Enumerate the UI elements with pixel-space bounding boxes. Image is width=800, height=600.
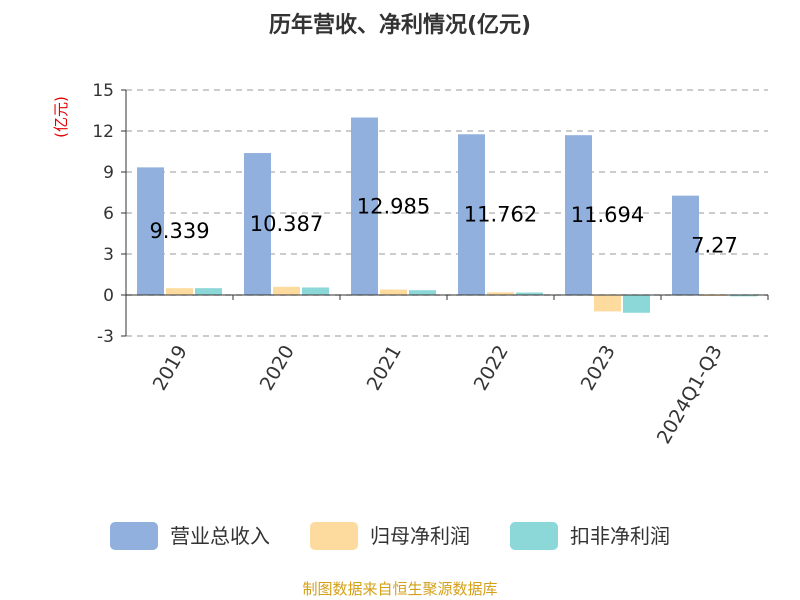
bar-net_profit — [594, 295, 621, 312]
data-label: 7.27 — [691, 233, 738, 257]
y-tick-label: -3 — [97, 327, 114, 347]
data-label: 12.985 — [357, 194, 430, 218]
legend-swatch-deducted_profit — [510, 522, 558, 550]
bar-net_profit — [166, 288, 193, 295]
legend-label-deducted_profit: 扣非净利润 — [570, 524, 670, 548]
x-tick-label: 2022 — [470, 342, 513, 395]
y-tick-label: 6 — [103, 204, 114, 224]
y-tick-label: 0 — [103, 286, 114, 306]
x-tick-label: 2023 — [577, 342, 620, 395]
bar-revenue — [351, 117, 378, 295]
x-axis-ticks: 2019 2020 2021 2022 2023 2024Q1-Q3 — [125, 295, 769, 448]
legend-label-revenue: 营业总收入 — [170, 524, 270, 548]
legend-swatch-net_profit — [310, 522, 358, 550]
legend: 营业总收入 归母净利润 扣非净利润 — [110, 522, 670, 550]
legend-swatch-revenue — [110, 522, 158, 550]
y-axis-unit-label: (亿元) — [52, 96, 70, 138]
x-tick-label: 2021 — [363, 342, 406, 395]
data-label: 11.762 — [464, 203, 537, 227]
bar-deducted_profit — [409, 290, 436, 295]
footer-source: 制图数据来自恒生聚源数据库 — [302, 580, 497, 598]
data-labels: 9.339 10.387 12.985 11.762 11.694 7.27 — [149, 194, 737, 257]
bar-deducted_profit — [730, 295, 757, 297]
x-tick-label: 2019 — [149, 342, 192, 395]
bar-revenue — [137, 167, 164, 295]
bar-net_profit — [487, 292, 514, 295]
y-tick-label: 3 — [103, 245, 114, 265]
bar-net_profit — [273, 286, 300, 295]
bar-deducted_profit — [623, 295, 650, 313]
bar-revenue — [565, 135, 592, 295]
y-tick-label: 15 — [92, 81, 114, 101]
bar-revenue — [458, 134, 485, 295]
bar-deducted_profit — [516, 292, 543, 295]
y-axis-ticks: 15 12 9 6 3 0 -3 — [92, 81, 126, 347]
data-label: 9.339 — [149, 219, 209, 243]
legend-label-net_profit: 归母净利润 — [370, 524, 470, 548]
y-tick-label: 12 — [92, 122, 114, 142]
y-tick-label: 9 — [103, 163, 114, 183]
x-tick-label: 2020 — [256, 342, 299, 395]
chart-title: 历年营收、净利情况(亿元) — [269, 12, 531, 38]
bar-deducted_profit — [195, 288, 222, 295]
bar-revenue — [244, 153, 271, 295]
bar-deducted_profit — [302, 287, 329, 295]
bar-revenue — [672, 195, 699, 295]
data-label: 10.387 — [250, 212, 323, 236]
bars — [137, 117, 757, 313]
x-tick-label: 2024Q1-Q3 — [653, 342, 727, 448]
data-label: 11.694 — [571, 203, 644, 227]
bar-net_profit — [380, 289, 407, 295]
